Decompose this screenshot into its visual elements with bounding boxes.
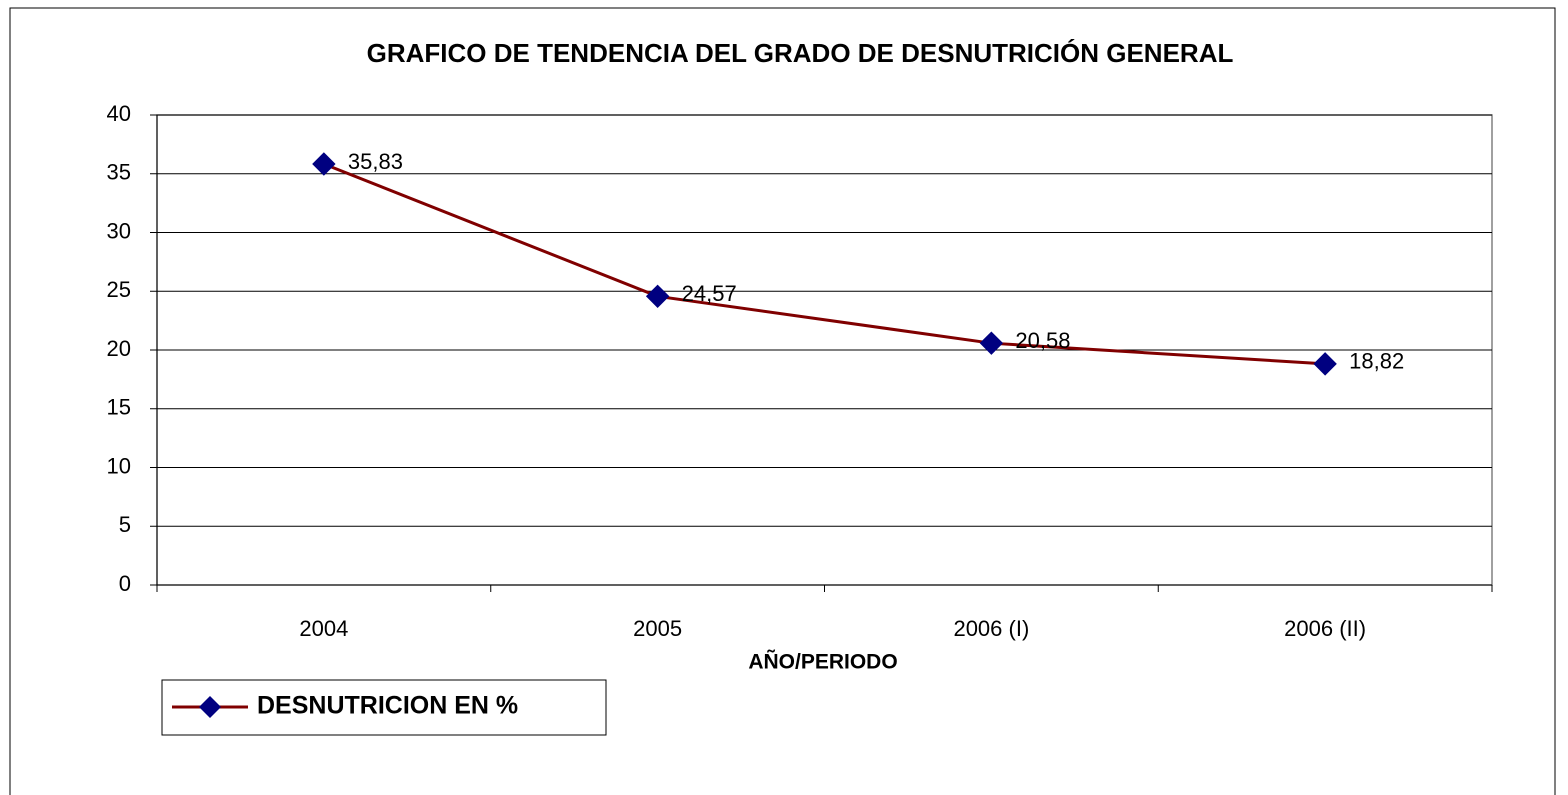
data-label: 35,83 [348,149,403,174]
x-axis-title: AÑO/PERIODO [748,651,897,674]
series-line [323,162,1326,366]
x-tick-label: 2006 (II) [1284,616,1366,641]
y-tick-label: 15 [107,395,131,420]
legend-marker [199,696,221,718]
data-label: 24,57 [682,281,737,306]
y-tick-label: 5 [119,512,131,537]
marker [645,284,670,309]
x-tick-label: 2006 (I) [953,616,1029,641]
chart-border [9,7,1556,795]
marker [979,331,1004,355]
data-label: 20,58 [1015,328,1070,353]
y-tick-label: 20 [107,336,131,361]
marker [1313,352,1337,376]
y-tick-label: 35 [107,160,131,185]
x-tick-label: 2005 [633,616,682,641]
y-tick-label: 10 [107,453,131,478]
marker [312,152,336,176]
data-label: 18,82 [1349,349,1404,374]
y-tick-label: 40 [107,101,131,126]
legend-box [161,679,607,736]
y-tick-label: 25 [107,277,131,302]
legend-label: DESNUTRICION EN % [257,692,518,720]
y-tick-label: 30 [107,218,131,243]
x-tick-label: 2004 [299,616,348,641]
y-tick-label: 0 [119,571,131,596]
chart-title: GRAFICO DE TENDENCIA DEL GRADO DE DESNUT… [367,38,1234,68]
